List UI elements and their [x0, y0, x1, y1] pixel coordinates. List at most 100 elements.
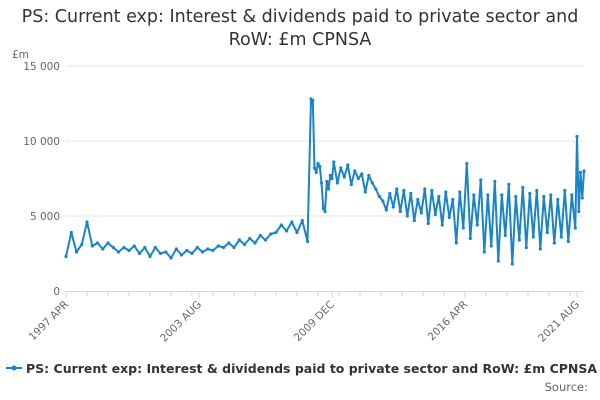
series-line	[65, 98, 585, 265]
data-point	[503, 233, 507, 238]
data-point	[381, 199, 385, 203]
data-point	[489, 244, 493, 248]
data-point	[346, 163, 350, 167]
data-point	[538, 247, 542, 251]
data-point	[339, 166, 343, 170]
data-point	[106, 241, 110, 245]
data-point	[190, 251, 194, 256]
y-tick-label: 0	[53, 286, 60, 298]
legend[interactable]: PS: Current exp: Interest & dividends pa…	[6, 360, 597, 376]
data-point	[577, 209, 581, 214]
source-label: Source:	[544, 380, 588, 394]
data-point	[496, 259, 500, 263]
data-point	[573, 226, 577, 230]
data-point	[374, 187, 378, 191]
data-point	[185, 248, 189, 253]
x-tick-label: 1997 APR	[27, 299, 71, 343]
data-point	[258, 233, 262, 238]
data-point	[305, 239, 310, 244]
data-point	[475, 223, 479, 227]
data-point	[321, 206, 325, 211]
grid-lines	[66, 65, 584, 217]
data-point	[545, 230, 549, 235]
data-point	[535, 188, 539, 193]
data-point	[206, 247, 210, 251]
data-point	[90, 244, 94, 248]
data-point	[458, 190, 462, 194]
y-axis-label: £m	[12, 49, 29, 61]
data-point	[227, 241, 231, 245]
data-point	[323, 209, 327, 214]
x-tick-label: 2016 APR	[426, 299, 470, 343]
data-point	[493, 179, 497, 184]
data-point	[360, 172, 364, 176]
data-point	[552, 241, 556, 245]
data-point	[269, 232, 273, 236]
data-point	[69, 230, 73, 235]
data-point	[242, 242, 247, 247]
data-point	[575, 134, 579, 139]
data-point	[556, 197, 560, 202]
data-point	[398, 209, 402, 214]
data-point	[143, 245, 147, 250]
data-point	[221, 245, 226, 250]
data-point	[164, 250, 168, 254]
data-point	[370, 181, 374, 185]
data-point	[148, 254, 152, 259]
data-point	[482, 250, 486, 254]
data-point	[570, 193, 574, 197]
data-point	[111, 245, 115, 250]
data-point	[419, 211, 423, 215]
data-point	[507, 182, 511, 187]
data-point	[127, 248, 131, 253]
data-point	[74, 250, 79, 254]
data-point	[514, 194, 518, 199]
data-point	[342, 175, 346, 179]
data-point	[290, 220, 294, 224]
data-point	[542, 194, 546, 199]
data-point	[384, 208, 388, 212]
data-point	[325, 179, 329, 184]
x-tick-label: 2021 AUG	[536, 299, 582, 345]
data-point	[405, 214, 409, 218]
data-point	[472, 193, 476, 197]
data-point	[433, 212, 437, 217]
data-point	[169, 256, 173, 260]
data-point	[316, 161, 320, 166]
data-point	[479, 178, 483, 182]
data-point	[179, 253, 184, 257]
data-point	[468, 236, 472, 241]
data-point	[158, 251, 163, 256]
data-point	[517, 238, 521, 242]
series-layer	[64, 97, 586, 266]
data-point	[582, 169, 586, 173]
y-tick-label: 10 000	[23, 136, 60, 148]
data-point	[451, 197, 455, 202]
data-point	[311, 98, 315, 103]
legend-series-label: PS: Current exp: Interest & dividends pa…	[26, 360, 598, 376]
data-point	[500, 193, 504, 197]
data-point	[465, 161, 469, 166]
data-point	[335, 181, 339, 185]
axes: 0 5 000 10 000 15 000£m 1997 APR 2003 AUG 2009…	[12, 49, 584, 345]
data-point	[566, 239, 570, 244]
data-point	[253, 241, 257, 245]
data-point	[395, 187, 399, 191]
data-point	[521, 185, 525, 190]
data-point	[330, 176, 334, 181]
data-point	[232, 245, 236, 250]
data-point	[263, 238, 268, 242]
data-point	[580, 196, 584, 200]
data-point	[211, 248, 215, 253]
data-point	[318, 164, 322, 169]
data-point	[559, 235, 563, 239]
data-point	[95, 241, 100, 245]
data-point	[437, 194, 441, 199]
data-point	[85, 220, 89, 224]
data-point	[174, 247, 178, 251]
data-point	[578, 170, 583, 175]
data-point	[412, 218, 416, 223]
data-point	[64, 254, 68, 259]
data-point	[563, 188, 567, 193]
data-point	[284, 229, 289, 233]
